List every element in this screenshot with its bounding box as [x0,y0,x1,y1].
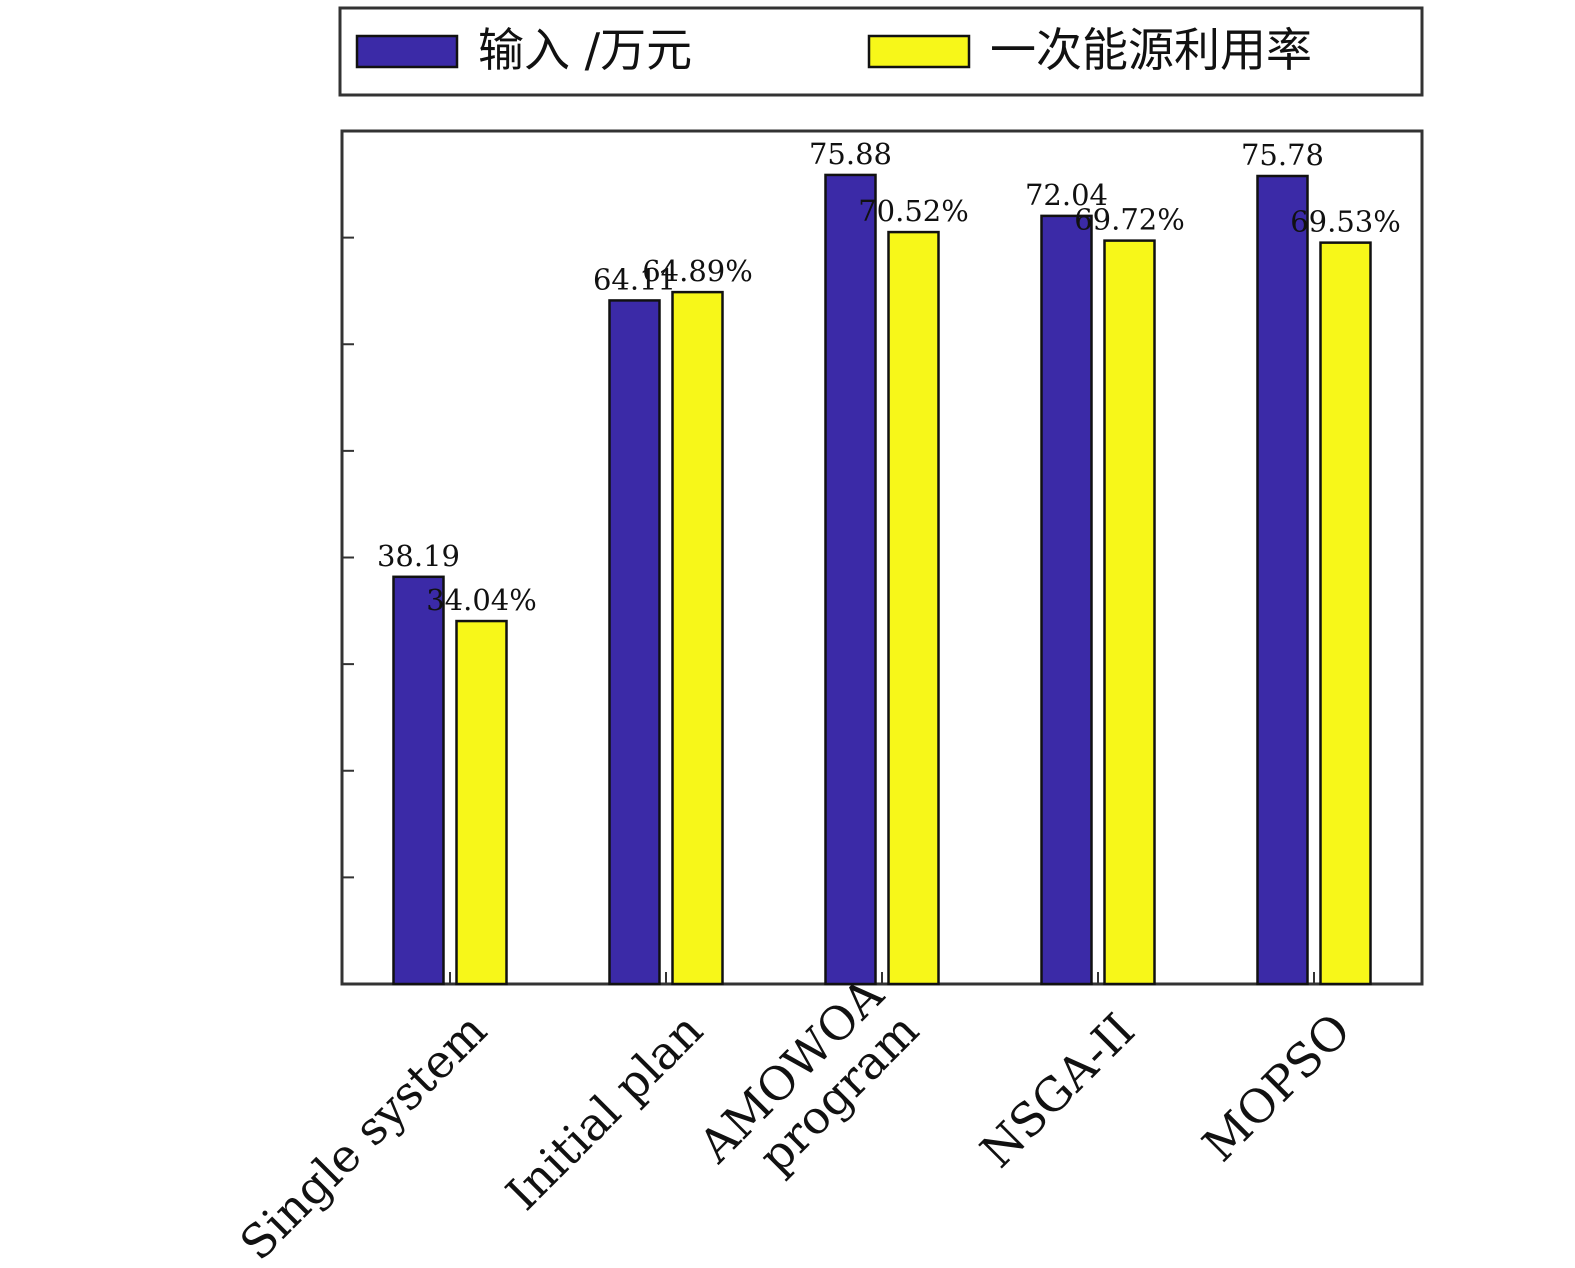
category-label-line: NSGA-II [970,1003,1145,1178]
bar-efficiency [455,619,508,986]
category-label: MOPSO [1192,1003,1361,1172]
data-label-input: 64.11 [593,262,676,296]
data-label-efficiency: 69.53% [1290,205,1401,239]
category-label: Initial plan [495,1003,713,1221]
bars [392,173,1372,986]
category-label-line: Single system [229,1003,497,1268]
legend: 输入 /万元 一次能源利用率 [338,6,1424,97]
y-ticks [342,236,354,879]
bar-efficiency [671,290,724,986]
bar-efficiency [887,230,940,986]
data-label-input: 75.78 [1241,138,1324,172]
legend-swatch-input [355,34,459,69]
data-label-efficiency: 34.04% [426,583,537,617]
bar-input [1040,214,1093,986]
legend-label-efficiency: 一次能源利用率 [990,23,1312,77]
bar-efficiency [1319,241,1372,986]
data-label-input: 72.04 [1025,178,1108,212]
legend-frame [338,6,1424,97]
data-label-efficiency: 64.89% [642,254,753,288]
data-label-efficiency: 70.52% [858,194,969,228]
bar-input [1256,174,1309,986]
data-label-efficiency: 69.72% [1074,203,1185,237]
legend-label-input: 输入 /万元 [478,23,692,77]
category-label: NSGA-II [970,1003,1145,1178]
bar-input [608,299,661,986]
category-label-line: MOPSO [1192,1003,1361,1172]
category-label: Single system [229,1003,497,1268]
bar-input [824,173,877,986]
x-ticks [449,972,1315,984]
data-label-input: 75.88 [809,137,892,171]
bar-input [392,575,445,986]
bar-efficiency [1103,239,1156,986]
data-label-input: 38.19 [377,539,460,573]
category-label-line: Initial plan [495,1003,713,1221]
legend-swatch-efficiency [867,34,971,69]
